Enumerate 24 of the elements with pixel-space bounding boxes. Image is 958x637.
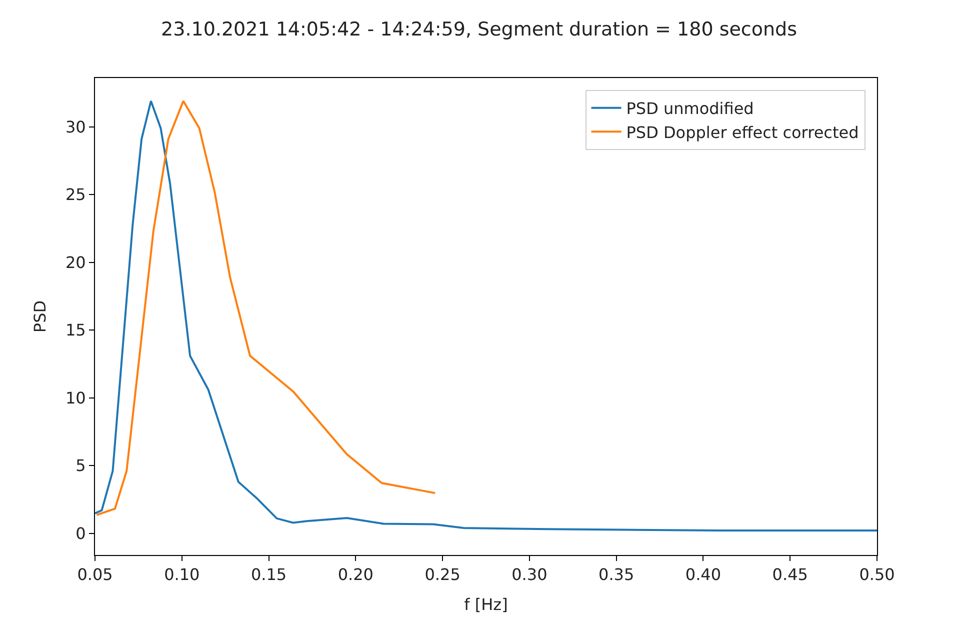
x-axis-title: f [Hz] [464,594,508,614]
y-tick-label: 20 [65,252,86,272]
x-tick-label: 0.35 [598,565,634,584]
line-series [95,100,877,532]
x-tick-label: 0.50 [859,565,895,584]
legend-label: PSD unmodified [626,99,754,118]
x-tick-label: 0.25 [424,565,460,584]
x-tick-label: 0.15 [250,565,287,584]
y-tick-label: 5 [76,456,86,476]
y-tick-label: 25 [65,185,86,204]
y-axis-title: PSD [30,300,50,333]
line-series [96,100,436,516]
x-tick-label: 0.05 [77,565,113,584]
x-tick-label: 0.30 [512,565,548,584]
x-tick-label: 0.10 [164,565,200,584]
y-tick-label: 15 [65,320,86,340]
y-tick-label: 10 [65,388,86,408]
x-tick-label: 0.20 [338,565,374,584]
legend-label: PSD Doppler effect corrected [626,122,859,142]
x-tick-label: 0.40 [685,565,722,584]
chart-title: 23.10.2021 14:05:42 - 14:24:59, Segment duration = 180 seconds [161,18,797,41]
x-tick-label: 0.45 [772,565,808,584]
y-tick-label: 0 [76,524,86,543]
y-tick-label: 30 [65,117,86,136]
